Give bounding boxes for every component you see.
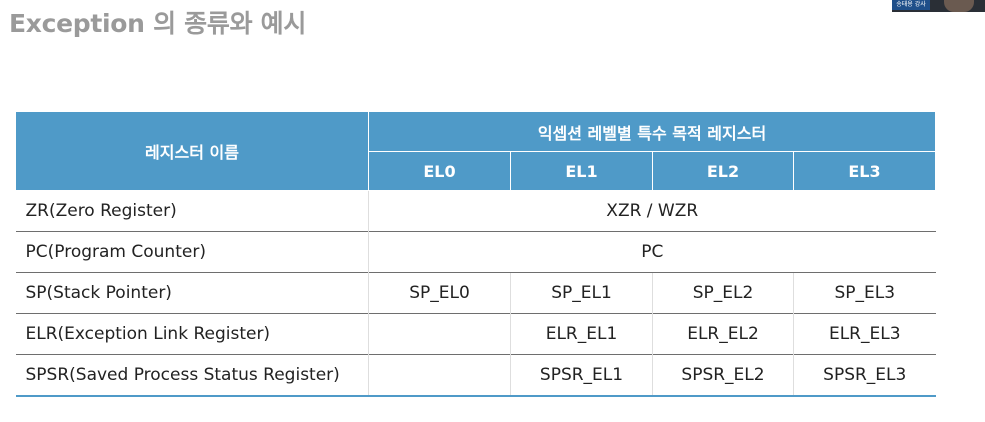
table-row: ZR(Zero Register) XZR / WZR xyxy=(15,190,936,232)
table-row: SPSR(Saved Process Status Register) SPSR… xyxy=(15,354,936,397)
presenter-image xyxy=(944,0,974,12)
register-value: SP_EL3 xyxy=(793,272,936,314)
register-value: SPSR_EL3 xyxy=(793,354,936,397)
register-value: ELR_EL1 xyxy=(510,313,653,355)
register-value xyxy=(368,313,511,355)
register-value: SPSR_EL2 xyxy=(652,354,794,397)
register-value: PC xyxy=(368,231,936,273)
register-value: SP_EL1 xyxy=(510,272,653,314)
register-name: SPSR(Saved Process Status Register) xyxy=(15,354,369,397)
exception-level-group-header: 익셉션 레벨별 특수 목적 레지스터 xyxy=(368,111,936,152)
register-value: XZR / WZR xyxy=(368,190,936,232)
table-row: PC(Program Counter) PC xyxy=(15,231,936,273)
level-header-el3: EL3 xyxy=(793,151,936,191)
table-row: ELR(Exception Link Register) ELR_EL1 ELR… xyxy=(15,313,936,355)
register-value: SP_EL0 xyxy=(368,272,511,314)
register-value: SP_EL2 xyxy=(652,272,794,314)
register-name: SP(Stack Pointer) xyxy=(15,272,369,314)
register-name: PC(Program Counter) xyxy=(15,231,369,273)
register-name: ZR(Zero Register) xyxy=(15,190,369,232)
level-header-el0: EL0 xyxy=(368,151,511,191)
register-value: ELR_EL3 xyxy=(793,313,936,355)
slide-title: Exception 의 종류와 예시 xyxy=(9,9,307,38)
level-header-el2: EL2 xyxy=(652,151,794,191)
register-table: 레지스터 이름 익셉션 레벨별 특수 목적 레지스터 EL0 EL1 EL2 E… xyxy=(15,111,936,397)
webcam-thumbnail: 송태용 강사 xyxy=(892,0,985,12)
level-header-el1: EL1 xyxy=(510,151,653,191)
register-value xyxy=(368,354,511,397)
table-row: SP(Stack Pointer) SP_EL0 SP_EL1 SP_EL2 S… xyxy=(15,272,936,314)
register-value: SPSR_EL1 xyxy=(510,354,653,397)
webcam-badge: 송태용 강사 xyxy=(892,0,930,10)
register-name-header: 레지스터 이름 xyxy=(15,111,369,191)
register-name: ELR(Exception Link Register) xyxy=(15,313,369,355)
register-value: ELR_EL2 xyxy=(652,313,794,355)
